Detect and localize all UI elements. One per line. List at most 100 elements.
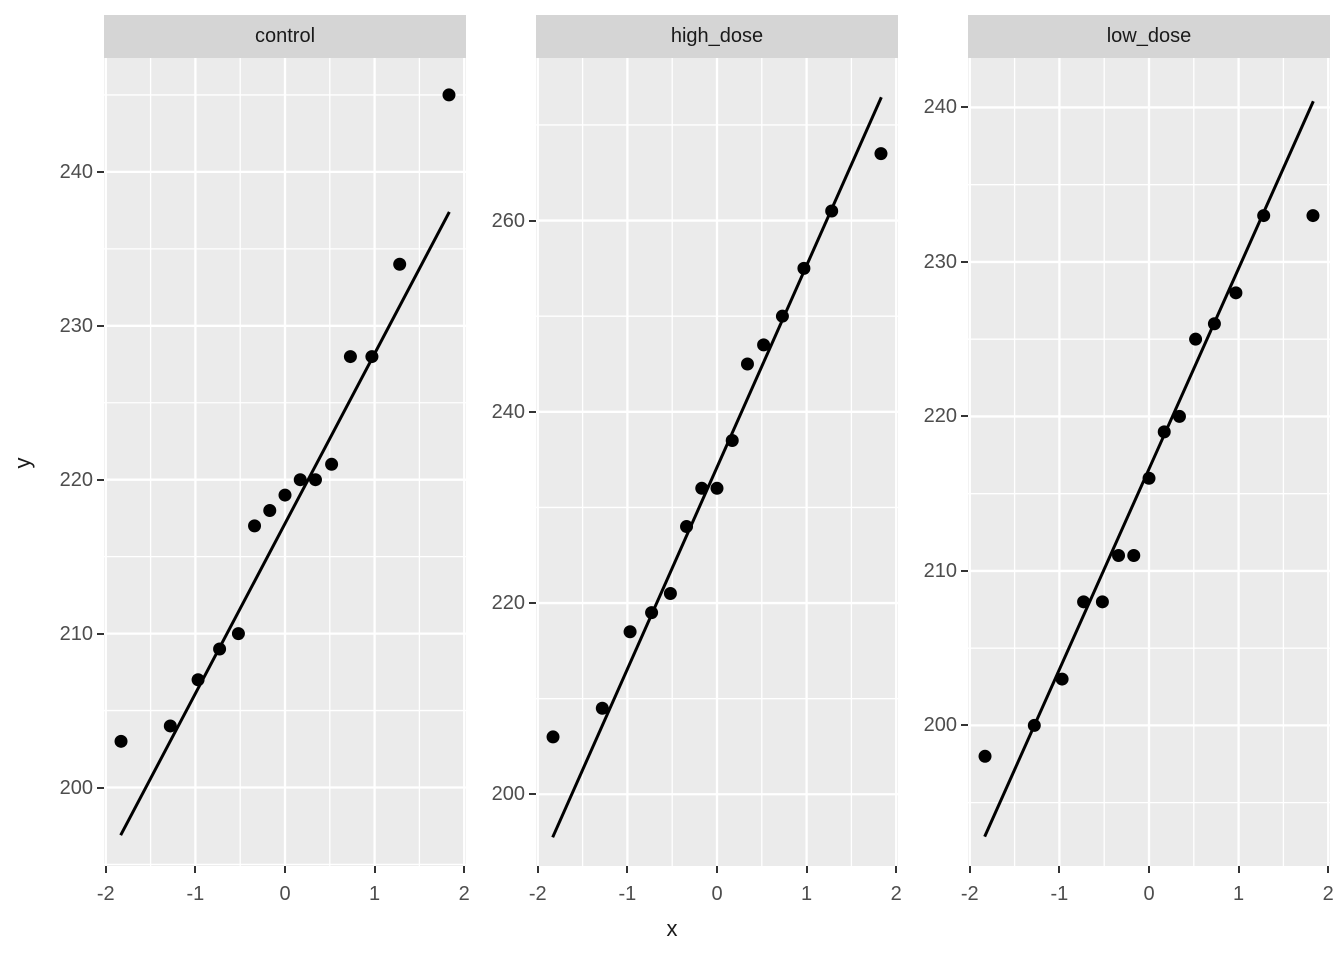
x-tick-mark bbox=[716, 866, 718, 873]
data-point bbox=[1207, 317, 1221, 331]
x-tick-mark bbox=[1148, 866, 1150, 873]
data-point bbox=[695, 481, 709, 495]
x-tick-mark bbox=[895, 866, 898, 873]
y-tick-mark bbox=[97, 170, 104, 173]
qq-reference-line bbox=[983, 100, 1315, 838]
y-tick-label: 240 bbox=[923, 96, 957, 119]
x-tick-mark bbox=[1237, 866, 1240, 873]
data-point bbox=[325, 457, 339, 471]
facet-strip: low_dose bbox=[968, 15, 1330, 58]
data-point bbox=[1229, 286, 1243, 300]
data-point bbox=[1095, 595, 1109, 609]
data-point bbox=[393, 257, 407, 271]
y-tick-mark bbox=[529, 219, 536, 222]
data-point bbox=[1189, 332, 1203, 346]
facet-strip-label: control bbox=[254, 25, 316, 47]
panel-plot-control bbox=[104, 58, 466, 866]
data-point bbox=[740, 357, 754, 371]
x-tick-mark bbox=[968, 866, 971, 873]
y-tick-label: 220 bbox=[923, 405, 957, 428]
data-point bbox=[663, 586, 677, 600]
panel-plot-low-dose bbox=[968, 58, 1330, 866]
qq-reference-line bbox=[119, 211, 451, 836]
data-point bbox=[293, 473, 307, 487]
y-tick-mark bbox=[961, 569, 968, 572]
data-point bbox=[680, 520, 694, 534]
y-tick-mark bbox=[97, 632, 104, 635]
y-tick-label: 220 bbox=[491, 592, 525, 615]
data-point bbox=[874, 147, 888, 161]
facet-strip-label: high_dose bbox=[670, 25, 764, 47]
data-point bbox=[263, 503, 277, 517]
data-point bbox=[757, 338, 771, 352]
x-tick-mark bbox=[284, 866, 286, 873]
x-tick-label: 2 bbox=[1322, 883, 1334, 905]
data-point bbox=[1055, 672, 1069, 686]
x-tick-mark bbox=[805, 866, 808, 873]
y-tick-label: 200 bbox=[923, 714, 957, 737]
x-tick-label: -2 bbox=[96, 883, 115, 905]
data-point bbox=[546, 730, 560, 744]
data-point bbox=[231, 627, 245, 641]
x-tick-label: 2 bbox=[890, 883, 902, 905]
x-axis-title: x bbox=[666, 916, 678, 941]
x-tick-mark bbox=[536, 866, 539, 873]
x-tick-label: -1 bbox=[186, 883, 205, 905]
y-tick-mark bbox=[961, 106, 968, 109]
y-tick-label: 220 bbox=[59, 468, 93, 491]
data-point bbox=[442, 88, 456, 102]
y-tick-label: 200 bbox=[491, 783, 525, 806]
x-tick-label: -2 bbox=[960, 883, 979, 905]
y-tick-label: 230 bbox=[923, 250, 957, 273]
facet-strip: high_dose bbox=[536, 15, 898, 58]
y-tick-label: 240 bbox=[491, 400, 525, 423]
data-point bbox=[623, 625, 637, 639]
data-point bbox=[191, 673, 205, 687]
y-tick-mark bbox=[97, 786, 104, 789]
y-tick-mark bbox=[961, 415, 968, 418]
x-tick-label: 0 bbox=[279, 883, 291, 905]
data-point bbox=[365, 350, 379, 364]
data-point bbox=[978, 749, 992, 763]
data-point bbox=[343, 350, 357, 364]
facet-high-dose: high_dose bbox=[536, 15, 898, 866]
data-point bbox=[645, 606, 659, 620]
data-point bbox=[1077, 595, 1091, 609]
data-point bbox=[248, 519, 262, 533]
data-point bbox=[278, 488, 292, 502]
x-tick-mark bbox=[194, 866, 197, 873]
data-point bbox=[114, 734, 128, 748]
data-point bbox=[163, 719, 177, 733]
facet-strip: control bbox=[104, 15, 466, 58]
x-tick-mark bbox=[626, 866, 629, 873]
x-tick-label: 2 bbox=[458, 883, 470, 905]
data-point bbox=[710, 481, 724, 495]
y-tick-mark bbox=[961, 260, 968, 263]
data-point bbox=[797, 261, 811, 275]
x-tick-label: -1 bbox=[1050, 883, 1069, 905]
y-tick-label: 210 bbox=[923, 559, 957, 582]
data-point bbox=[1157, 425, 1171, 439]
x-tick-mark bbox=[373, 866, 376, 873]
data-point bbox=[308, 473, 322, 487]
x-tick-label: 1 bbox=[801, 883, 813, 905]
data-point bbox=[1172, 409, 1186, 423]
qq-reference-line bbox=[551, 96, 883, 838]
x-tick-mark bbox=[1327, 866, 1330, 873]
panel-plot-high-dose bbox=[536, 58, 898, 866]
data-point bbox=[825, 204, 839, 218]
y-tick-mark bbox=[529, 793, 536, 796]
data-point bbox=[1112, 548, 1126, 562]
data-point bbox=[213, 642, 227, 656]
data-point bbox=[1142, 471, 1156, 485]
facet-low-dose: low_dose bbox=[968, 15, 1330, 866]
y-tick-mark bbox=[961, 724, 968, 727]
data-point bbox=[1027, 718, 1041, 732]
facet-control: control bbox=[104, 15, 466, 866]
y-tick-mark bbox=[97, 324, 104, 327]
x-tick-label: -2 bbox=[528, 883, 547, 905]
x-tick-label: 1 bbox=[369, 883, 381, 905]
y-tick-mark bbox=[97, 478, 104, 481]
data-point bbox=[1306, 209, 1320, 223]
